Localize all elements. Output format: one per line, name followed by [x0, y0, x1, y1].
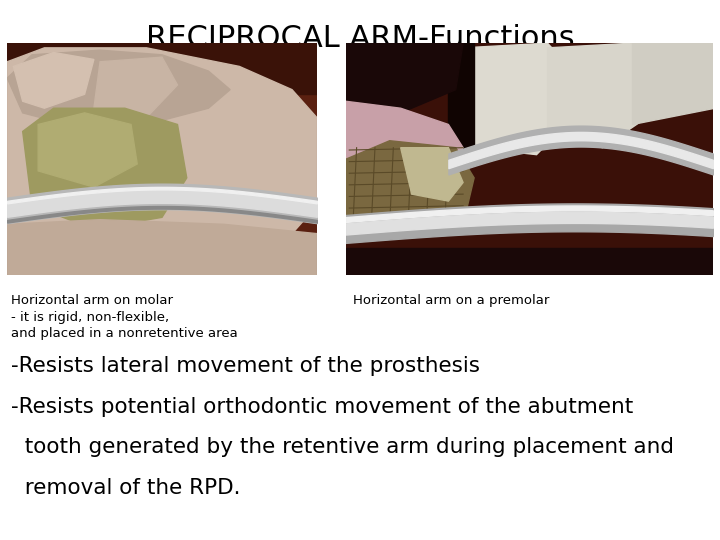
Text: -Resists potential orthodontic movement of the abutment: -Resists potential orthodontic movement … [11, 397, 633, 417]
Text: Horizontal arm on molar: Horizontal arm on molar [11, 294, 173, 307]
Polygon shape [7, 50, 230, 129]
Bar [7, 43, 317, 94]
Polygon shape [400, 147, 463, 201]
Polygon shape [23, 108, 186, 229]
Text: removal of the RPD.: removal of the RPD. [11, 478, 240, 498]
Bar [449, 43, 474, 147]
Polygon shape [7, 48, 317, 264]
Text: Horizontal arm on a premolar: Horizontal arm on a premolar [353, 294, 549, 307]
Polygon shape [94, 57, 178, 118]
Polygon shape [14, 52, 94, 108]
Text: tooth generated by the retentive arm during placement and: tooth generated by the retentive arm dur… [11, 437, 674, 457]
Text: - it is rigid, non-flexible,: - it is rigid, non-flexible, [11, 310, 169, 323]
Text: -Resists lateral movement of the prosthesis: -Resists lateral movement of the prosthe… [11, 356, 480, 376]
Polygon shape [346, 141, 474, 234]
Polygon shape [38, 113, 138, 187]
Polygon shape [346, 43, 463, 113]
Polygon shape [632, 43, 713, 125]
Polygon shape [456, 43, 573, 154]
Text: and placed in a nonretentive area: and placed in a nonretentive area [11, 327, 238, 340]
Polygon shape [7, 220, 317, 275]
Text: RECIPROCAL ARM-Functions: RECIPROCAL ARM-Functions [145, 24, 575, 53]
Polygon shape [346, 102, 463, 178]
Bar [346, 247, 713, 275]
Polygon shape [547, 43, 658, 147]
